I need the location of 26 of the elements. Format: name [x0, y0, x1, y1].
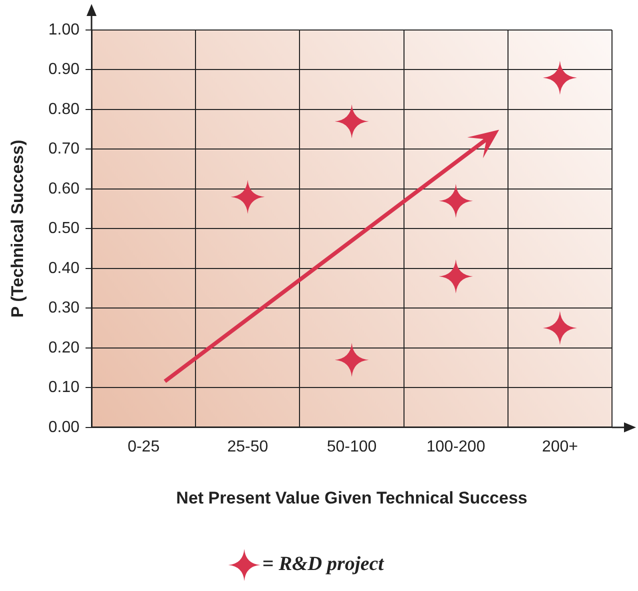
point	[438, 259, 473, 294]
point	[334, 342, 369, 377]
point	[542, 311, 577, 346]
x-tick-label: 0-25	[128, 438, 160, 456]
x-axis-title: Net Present Value Given Technical Success	[176, 488, 528, 508]
y-tick-label: 0.40	[48, 260, 80, 277]
x-tick-label: 50-100	[326, 438, 377, 456]
y-tick-label: 1.00	[48, 21, 80, 38]
x-tick-label: 25-50	[227, 438, 268, 456]
y-tick-label: 0.30	[48, 300, 80, 317]
y-tick-label: 0.50	[48, 220, 80, 238]
point	[334, 104, 369, 138]
x-tick-label: 200+	[542, 438, 578, 456]
point	[542, 60, 577, 95]
y-tick-label: 0.90	[48, 61, 80, 78]
y-tick-label: 0.20	[48, 339, 80, 356]
y-tick-label: 0.00	[48, 418, 80, 436]
y-tick-label: 0.70	[48, 140, 80, 158]
y-tick-label: 0.10	[48, 379, 80, 396]
legend-label: = R&D project	[262, 553, 386, 576]
point	[438, 184, 473, 218]
y-tick-label: 0.60	[48, 180, 80, 198]
point	[230, 180, 265, 214]
x-tick-label: 100-200	[426, 438, 486, 456]
y-axis-title: P (Technical Success)	[8, 140, 27, 318]
y-tick-label: 0.80	[48, 100, 80, 118]
